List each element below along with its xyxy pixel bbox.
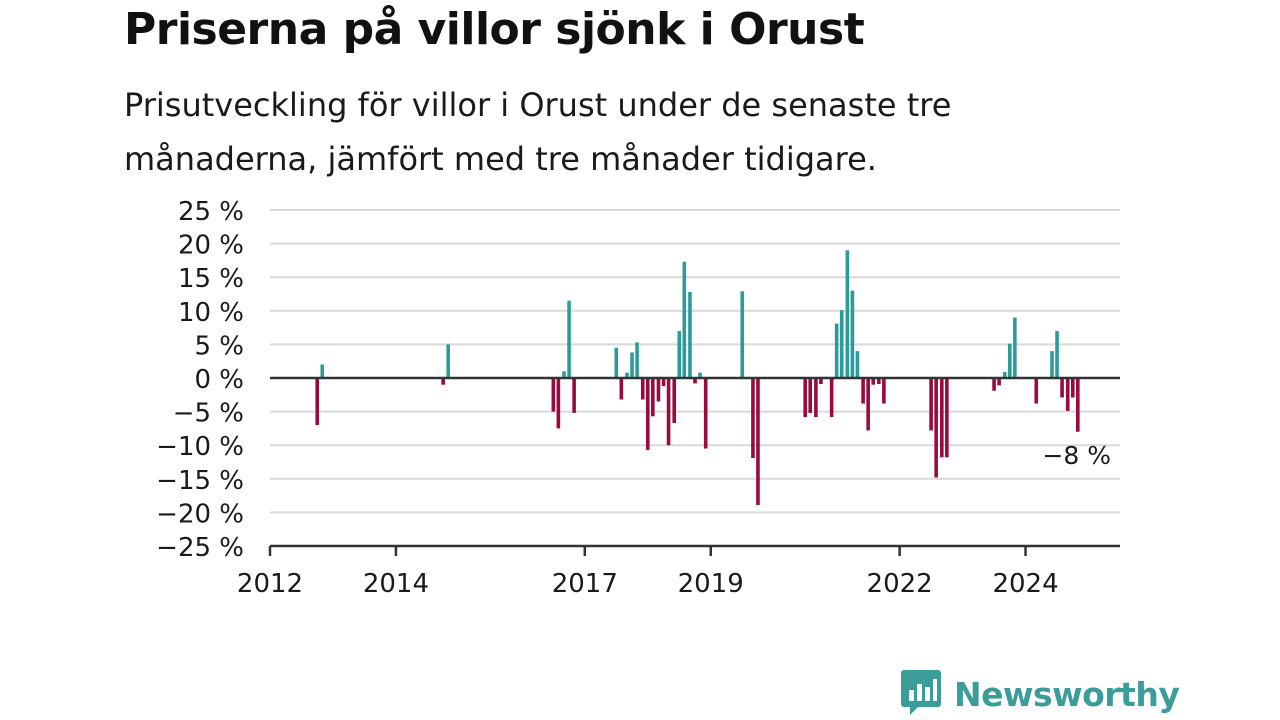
bar bbox=[992, 378, 996, 391]
bar bbox=[934, 378, 938, 478]
bar bbox=[677, 330, 682, 378]
bar bbox=[814, 378, 818, 417]
bar bbox=[866, 378, 870, 431]
x-tick-label: 2019 bbox=[678, 569, 744, 599]
bar bbox=[1050, 351, 1054, 378]
bar bbox=[666, 378, 671, 446]
bar bbox=[940, 378, 944, 458]
bar bbox=[803, 378, 807, 417]
bar bbox=[877, 378, 881, 385]
chart-subtitle: Prisutveckling för villor i Orust under … bbox=[124, 86, 952, 178]
bar bbox=[320, 364, 325, 378]
y-tick-label: −25 % bbox=[156, 533, 244, 563]
bar bbox=[682, 261, 687, 378]
bar bbox=[834, 323, 839, 378]
bars bbox=[315, 250, 1080, 506]
bar bbox=[1008, 343, 1012, 378]
y-tick-label: −15 % bbox=[156, 466, 244, 496]
x-axis-labels: 2012 2014 2017 2019 2022 2024 bbox=[237, 569, 1059, 599]
bar bbox=[651, 378, 655, 417]
bar bbox=[882, 378, 886, 404]
bar bbox=[819, 378, 823, 385]
bar bbox=[850, 290, 855, 378]
bar bbox=[845, 250, 850, 378]
brand-name: Newsworthy bbox=[954, 674, 1180, 714]
bar bbox=[1076, 378, 1080, 432]
bar bbox=[829, 378, 834, 417]
bar bbox=[693, 378, 697, 384]
bar bbox=[640, 378, 645, 400]
bar bbox=[625, 372, 629, 378]
y-tick-label: 25 % bbox=[178, 197, 244, 227]
gridlines bbox=[270, 209, 1120, 514]
bar bbox=[855, 351, 860, 378]
bar bbox=[645, 378, 650, 450]
y-tick-label: −10 % bbox=[156, 432, 244, 462]
bar bbox=[551, 378, 556, 412]
chart-title: Priserna på villor sjönk i Orust bbox=[124, 4, 865, 55]
bar bbox=[630, 352, 634, 378]
y-tick-label: 20 % bbox=[178, 231, 244, 261]
y-tick-label: 10 % bbox=[178, 298, 244, 328]
bar bbox=[556, 378, 561, 429]
bar bbox=[562, 371, 566, 378]
bar bbox=[1070, 378, 1075, 398]
bar bbox=[1065, 378, 1070, 411]
y-tick-label: −20 % bbox=[156, 499, 244, 529]
y-tick-label: 15 % bbox=[178, 264, 244, 294]
brand-logo: Newsworthy bbox=[900, 668, 1180, 720]
bar bbox=[698, 372, 702, 378]
x-tick-label: 2012 bbox=[237, 569, 303, 599]
bar bbox=[997, 378, 1001, 386]
last-value-annotation: −8 % bbox=[1042, 441, 1111, 470]
y-tick-label: 5 % bbox=[194, 331, 244, 361]
axes bbox=[268, 376, 1120, 556]
x-tick-label: 2014 bbox=[363, 569, 429, 599]
x-tick-label: 2022 bbox=[867, 569, 933, 599]
x-tick-label: 2017 bbox=[552, 569, 618, 599]
bar bbox=[808, 378, 813, 413]
bar bbox=[1055, 330, 1059, 378]
bar bbox=[661, 378, 666, 387]
y-axis-labels: 25 % 20 %15 % 10 %5 % 0 % −5 %−10 % −15 %−20 … bbox=[156, 197, 244, 563]
bar bbox=[672, 378, 677, 424]
bar bbox=[635, 342, 639, 378]
bar bbox=[871, 378, 875, 385]
bar bbox=[839, 310, 844, 378]
bar bbox=[1060, 378, 1064, 398]
bar bbox=[656, 378, 661, 402]
bar bbox=[751, 378, 755, 458]
bar bbox=[567, 300, 571, 378]
bar bbox=[1002, 371, 1007, 378]
bar bbox=[756, 378, 760, 506]
bar bbox=[619, 378, 624, 400]
y-tick-label: −5 % bbox=[173, 399, 244, 429]
bar bbox=[861, 378, 865, 404]
bar bbox=[688, 291, 692, 378]
x-tick-label: 2024 bbox=[992, 569, 1058, 599]
bar bbox=[614, 347, 619, 378]
bar bbox=[441, 378, 445, 385]
bar bbox=[1013, 317, 1017, 378]
bar bbox=[446, 344, 450, 378]
y-tick-label: 0 % bbox=[194, 365, 244, 395]
bar bbox=[572, 378, 576, 413]
bar bbox=[740, 291, 745, 378]
bar bbox=[315, 378, 320, 426]
bar bbox=[703, 378, 708, 449]
bar-chart-speech-bubble-icon bbox=[900, 668, 942, 720]
bar bbox=[929, 378, 933, 431]
bar bbox=[1034, 378, 1039, 404]
bar bbox=[945, 378, 949, 458]
